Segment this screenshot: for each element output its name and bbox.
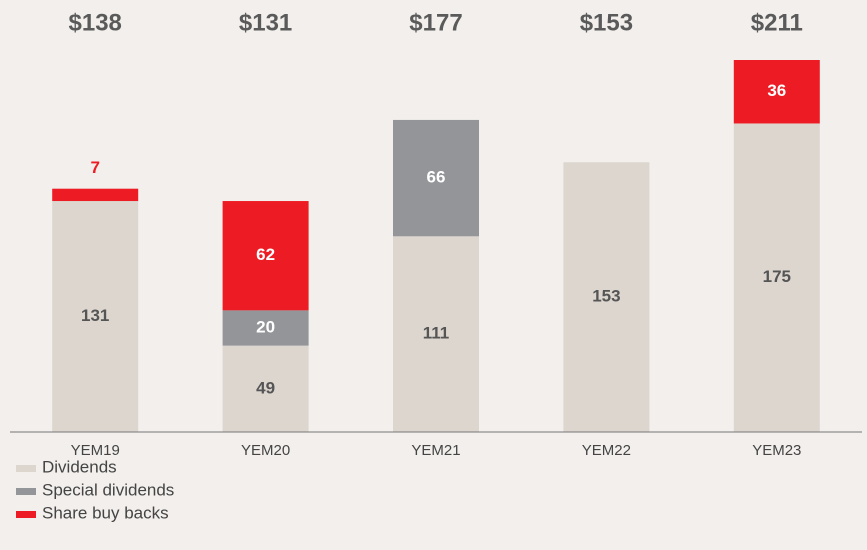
total-label: $138: [69, 9, 122, 36]
value-label: 111: [423, 324, 450, 343]
x-tick-label: YEM23: [752, 442, 801, 459]
bar-segment: [52, 188, 139, 202]
x-tick-label: YEM21: [411, 442, 460, 459]
x-tick-label: YEM19: [71, 442, 120, 459]
value-label: 131: [81, 306, 109, 325]
legend-swatch: [16, 488, 36, 495]
legend-label: Special dividends: [42, 480, 174, 499]
value-label: 153: [592, 287, 620, 306]
bar-segment: [733, 60, 820, 124]
value-label: 175: [763, 267, 791, 286]
bar-segment: [52, 201, 139, 432]
total-label: $153: [580, 9, 633, 36]
total-label: $211: [751, 9, 803, 36]
value-label: 62: [256, 245, 275, 264]
value-label: 20: [256, 317, 275, 336]
total-label: $177: [409, 9, 462, 36]
bar-segment: [393, 236, 479, 432]
bar-segment: [393, 119, 479, 237]
value-label: 49: [256, 378, 275, 397]
value-label: 36: [767, 81, 786, 100]
legend-swatch: [16, 511, 36, 518]
value-label: 66: [427, 168, 446, 187]
total-label: $131: [239, 9, 292, 36]
legend-label: Share buy backs: [42, 503, 169, 522]
bar-segment: [222, 201, 309, 311]
x-tick-label: YEM20: [241, 442, 290, 459]
value-label: 7: [90, 158, 99, 177]
legend-swatch: [16, 465, 36, 472]
bar-segment: [563, 162, 650, 432]
bar-segment: [733, 123, 820, 433]
bar-segment: [222, 310, 309, 346]
x-tick-label: YEM22: [582, 442, 631, 459]
bar-segment: [222, 345, 309, 432]
legend-label: Dividends: [42, 457, 117, 476]
